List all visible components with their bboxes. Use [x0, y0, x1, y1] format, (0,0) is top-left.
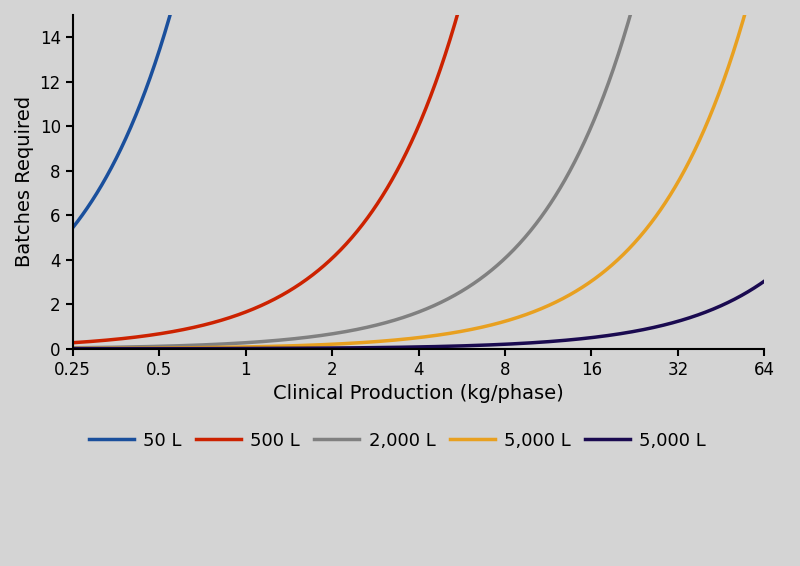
2,000 L — [68, 344, 78, 351]
5,000 L — [68, 345, 78, 352]
50 L — [608, 1, 618, 7]
5,000 L — [138, 345, 148, 351]
50 L — [169, 1, 178, 7]
50 L — [543, 1, 553, 7]
5,000 L — [543, 302, 553, 309]
50 L — [621, 1, 630, 7]
500 L — [138, 333, 148, 340]
Line: 2,000 L: 2,000 L — [73, 4, 765, 348]
5,000 L — [743, 1, 753, 7]
Line: 500 L: 500 L — [73, 4, 765, 343]
500 L — [760, 1, 770, 7]
Legend: 50 L, 500 L, 2,000 L, 5,000 L, 5,000 L: 50 L, 500 L, 2,000 L, 5,000 L, 5,000 L — [82, 424, 713, 457]
5,000 L — [373, 344, 382, 351]
50 L — [348, 1, 358, 7]
5,000 L — [760, 1, 770, 7]
2,000 L — [629, 1, 638, 7]
500 L — [543, 1, 553, 7]
500 L — [456, 1, 466, 7]
500 L — [68, 340, 78, 346]
5,000 L — [760, 278, 770, 285]
Line: 5,000 L: 5,000 L — [73, 281, 765, 349]
5,000 L — [373, 338, 382, 345]
5,000 L — [68, 345, 78, 352]
Line: 5,000 L: 5,000 L — [73, 4, 765, 349]
5,000 L — [607, 261, 617, 268]
5,000 L — [347, 340, 357, 346]
2,000 L — [760, 1, 770, 7]
50 L — [138, 93, 148, 100]
Y-axis label: Batches Required: Batches Required — [15, 96, 34, 268]
Line: 50 L: 50 L — [73, 4, 765, 228]
5,000 L — [620, 329, 630, 336]
500 L — [373, 200, 382, 207]
2,000 L — [373, 321, 382, 328]
5,000 L — [543, 338, 553, 345]
50 L — [68, 225, 78, 231]
50 L — [760, 1, 770, 7]
500 L — [347, 234, 357, 241]
5,000 L — [607, 332, 617, 338]
5,000 L — [620, 250, 630, 256]
2,000 L — [607, 69, 617, 76]
X-axis label: Clinical Production (kg/phase): Clinical Production (kg/phase) — [273, 384, 564, 403]
2,000 L — [620, 31, 630, 38]
2,000 L — [347, 327, 357, 334]
5,000 L — [138, 345, 148, 352]
500 L — [621, 1, 630, 7]
2,000 L — [138, 344, 148, 350]
5,000 L — [347, 345, 357, 351]
2,000 L — [543, 204, 553, 211]
500 L — [608, 1, 618, 7]
50 L — [374, 1, 383, 7]
